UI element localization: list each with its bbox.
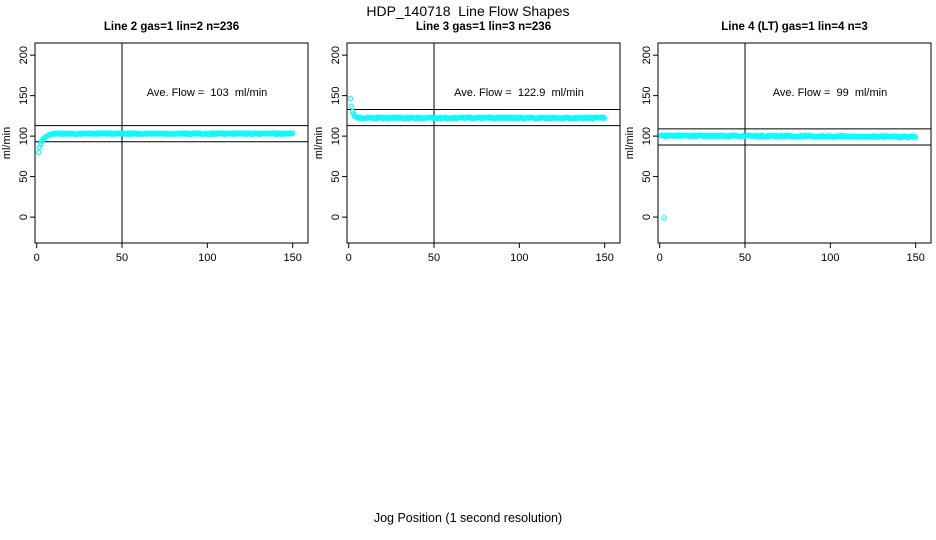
x-tick-label: 150 <box>283 252 301 264</box>
ave-flow-annotation: Ave. Flow = 122.9 ml/min <box>454 87 584 99</box>
x-tick-label: 100 <box>198 252 216 264</box>
plot-box <box>657 42 932 244</box>
x-tick-label: 150 <box>906 252 924 264</box>
y-tick-label: 200 <box>641 46 653 64</box>
y-tick-label: 50 <box>641 170 653 182</box>
y-tick-label: 0 <box>330 214 342 220</box>
plot-box <box>34 42 309 244</box>
x-tick-label: 150 <box>595 252 613 264</box>
scatter-plot: 0 50 100 150 200 0 50 100 150 <box>641 42 932 264</box>
x-tick-label: 100 <box>510 252 528 264</box>
x-tick-label: 50 <box>739 252 751 264</box>
data-point <box>37 141 44 147</box>
data-point <box>911 133 918 140</box>
y-tick-label: 200 <box>330 46 342 64</box>
y-tick-label: 100 <box>330 127 342 145</box>
data-point <box>912 134 919 141</box>
x-tick-label: 0 <box>346 252 352 264</box>
scatter-plot: 0 50 100 150 200 0 50 100 150 <box>18 42 309 264</box>
panel-title: Line 4 (LT) gas=1 lin=4 n=3 <box>721 21 868 33</box>
data-point <box>36 144 43 151</box>
y-tick-label: 150 <box>641 86 653 104</box>
ave-flow-annotation: Ave. Flow = 103 ml/min <box>146 87 268 99</box>
x-tick-label: 100 <box>821 252 839 264</box>
x-tick-label: 0 <box>657 252 663 264</box>
y-tick-label: 0 <box>18 214 30 220</box>
data-point <box>347 95 354 102</box>
y-tick-label: 0 <box>641 214 653 220</box>
figure-title: HDP_140718 Line Flow Shapes <box>366 3 570 19</box>
y-tick-label: 100 <box>18 127 30 145</box>
data-point <box>348 103 355 110</box>
y-tick-label: 200 <box>18 46 30 64</box>
panel-line-2: Line 2 gas=1 lin=2 n=236 Ave. Flow = 103… <box>0 20 312 270</box>
y-tick-label: 100 <box>641 127 653 145</box>
data-point <box>600 114 607 121</box>
data-point <box>35 149 42 156</box>
panel-line-3: Line 3 gas=1 lin=3 n=236 Ave. Flow = 122… <box>312 20 624 270</box>
x-tick-label: 50 <box>428 252 440 264</box>
panel-title: Line 2 gas=1 lin=2 n=236 <box>103 21 240 33</box>
x-tick-label: 0 <box>34 252 40 264</box>
x-tick-label: 50 <box>116 252 128 264</box>
data-point <box>601 115 608 122</box>
data-point <box>909 133 916 139</box>
x-axis-label: Jog Position (1 second resolution) <box>373 511 563 525</box>
panel-title: Line 3 gas=1 lin=3 n=236 <box>415 21 552 33</box>
scatter-plot: 0 50 100 150 200 0 50 100 150 <box>330 42 621 264</box>
y-tick-label: 150 <box>18 86 30 104</box>
y-tick-label: 50 <box>330 170 342 182</box>
panel-line-4: Line 4 (LT) gas=1 lin=4 n=3 Ave. Flow = … <box>623 20 935 270</box>
data-point <box>289 130 296 136</box>
data-point <box>661 215 667 221</box>
y-tick-label: 50 <box>18 170 30 182</box>
ave-flow-annotation: Ave. Flow = 99 ml/min <box>772 87 888 99</box>
y-tick-label: 150 <box>330 86 342 104</box>
plot-box <box>346 42 621 244</box>
